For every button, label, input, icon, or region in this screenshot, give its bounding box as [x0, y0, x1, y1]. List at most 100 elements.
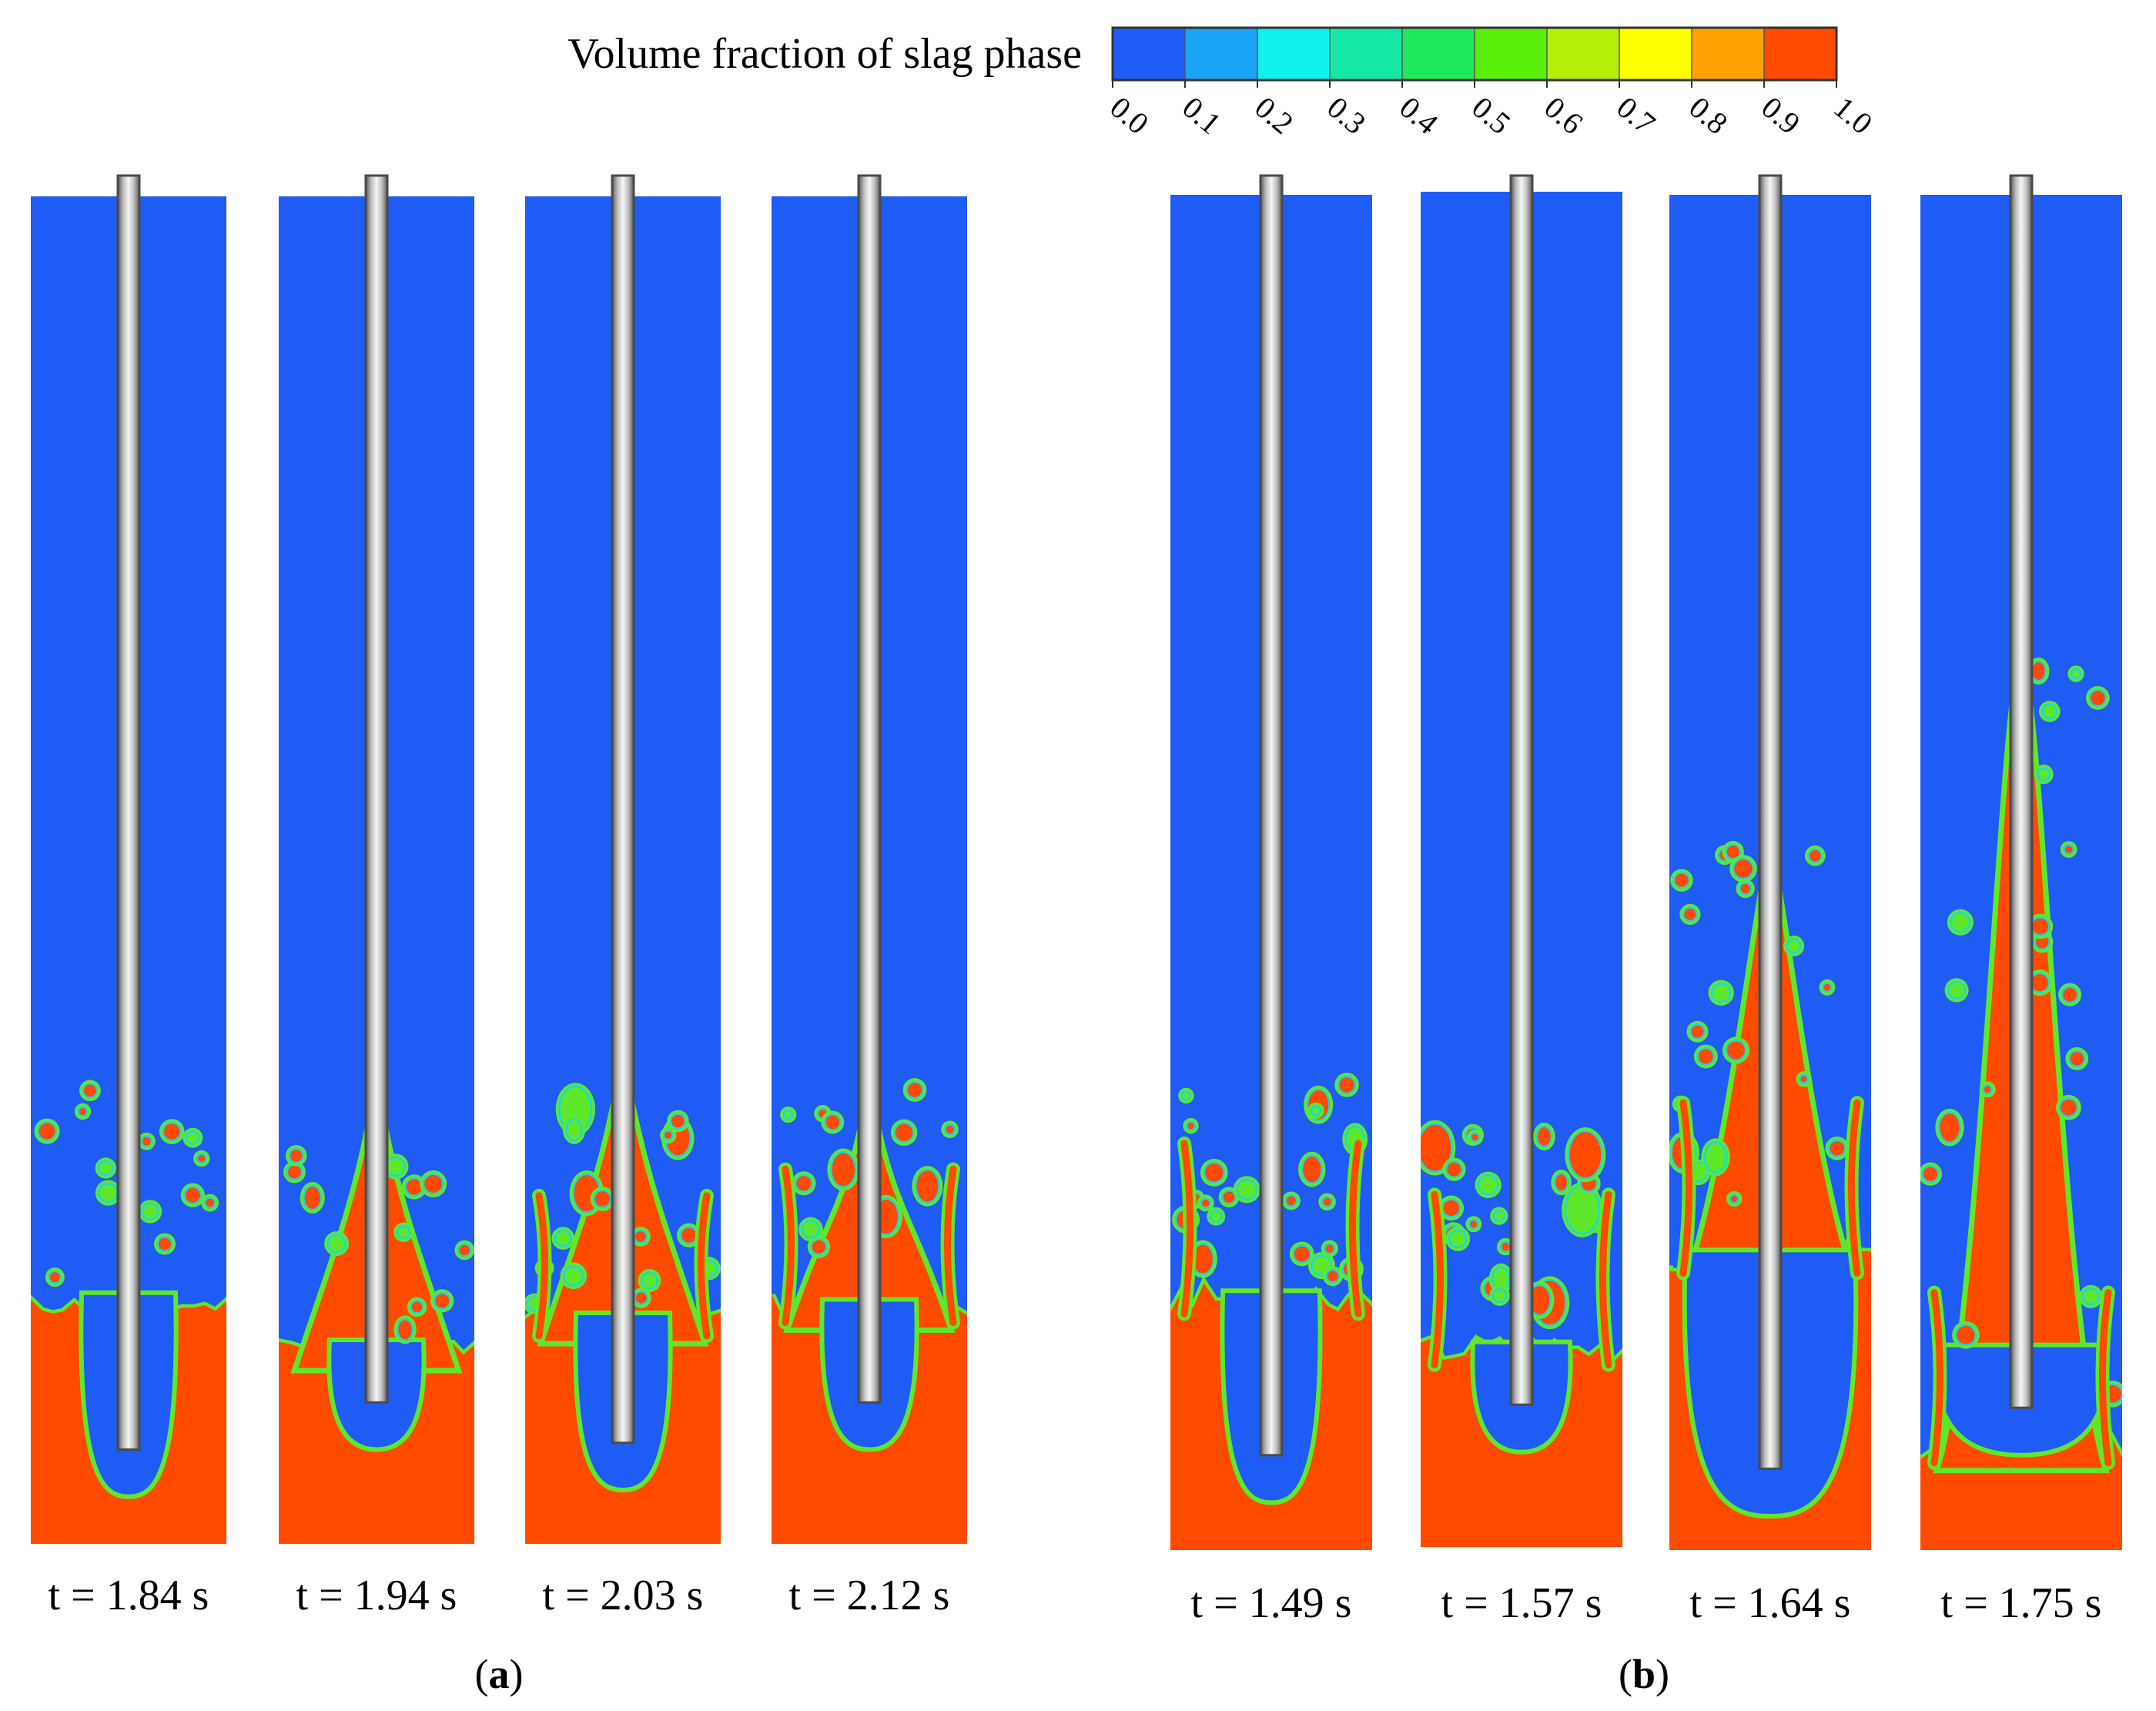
group-caption: (b): [1619, 1651, 1669, 1697]
colorbar-swatch: [1547, 28, 1619, 80]
slag-droplet: [99, 1162, 112, 1174]
slag-droplet: [1957, 1325, 1975, 1344]
slag-droplet: [1325, 1244, 1334, 1253]
slag-droplet: [1923, 1167, 1938, 1181]
slag-droplet: [185, 1187, 201, 1203]
slag-droplet: [803, 1221, 819, 1237]
slag-droplet: [1204, 1163, 1224, 1182]
injection-lance: [1259, 174, 1284, 1457]
slag-droplet: [1809, 849, 1821, 862]
slag-droplet: [304, 1186, 320, 1209]
slag-droplet: [832, 1153, 855, 1187]
wall-splash: [535, 1192, 548, 1340]
simulation-panel: t = 1.75 s: [1920, 174, 2122, 1627]
slag-droplet: [635, 1292, 647, 1304]
wall-splash: [2099, 1289, 2112, 1467]
slag-droplet: [387, 1158, 404, 1175]
colorbar-title: Volume fraction of slag phase: [567, 30, 1082, 78]
slag-droplet: [1555, 1174, 1567, 1191]
slag-droplet: [287, 1165, 301, 1179]
colorbar-tick-label: 0.3: [1321, 89, 1372, 141]
slag-droplet: [564, 1267, 583, 1285]
slag-droplet: [329, 1236, 345, 1252]
slag-droplet: [1211, 1211, 1221, 1221]
injection-lance: [1758, 174, 1783, 1470]
wall-splash: [1930, 1289, 1943, 1467]
simulation-panel: t = 2.03 s: [525, 174, 721, 1619]
slag-droplet: [198, 1154, 206, 1163]
slag-droplet: [2032, 661, 2045, 680]
slag-droplet: [84, 1084, 96, 1097]
slag-droplet: [812, 1240, 826, 1254]
slag-droplet: [2044, 705, 2056, 718]
colorbar-swatch: [1113, 28, 1185, 80]
slag-droplet: [681, 1227, 697, 1243]
slag-droplet: [642, 1274, 657, 1287]
wall-splash: [1349, 1140, 1362, 1318]
slag-droplet: [1312, 1107, 1320, 1115]
slag-droplet: [1294, 1246, 1310, 1262]
colorbar-tick-label: 0.4: [1393, 89, 1445, 141]
colorbar-swatch: [1185, 28, 1257, 80]
colorbar-swatch: [1692, 28, 1764, 80]
slag-droplet: [1684, 908, 1696, 921]
slag-droplet: [49, 1272, 60, 1283]
slag-droplet: [1731, 1195, 1738, 1203]
slag-droplet: [406, 1179, 422, 1195]
simulation-panel: t = 2.12 s: [772, 174, 967, 1619]
slag-droplet: [907, 1083, 922, 1097]
slag-droplet: [1237, 1180, 1256, 1199]
slag-droplet: [2032, 918, 2049, 935]
slag-droplet: [1339, 1077, 1354, 1093]
slag-droplet: [1740, 883, 1750, 894]
colorbar-tick-label: 0.6: [1538, 89, 1589, 141]
group-caption: (a): [475, 1651, 524, 1697]
slag-droplet: [1940, 1113, 1960, 1142]
simulation-panel: t = 1.64 s: [1669, 174, 1871, 1627]
slag-droplet: [459, 1244, 470, 1256]
slag-droplet: [1951, 913, 1969, 931]
slag-droplet: [1830, 1140, 1845, 1156]
colorbar-tick-label: 0.8: [1682, 89, 1734, 141]
slag-droplet: [2084, 1289, 2098, 1304]
slag-droplet: [158, 1237, 172, 1251]
injection-lance: [364, 174, 389, 1404]
time-label: t = 2.12 s: [789, 1572, 950, 1619]
slag-droplet: [2091, 691, 2105, 705]
slag-droplet: [1706, 1143, 1726, 1172]
simulation-panel: t = 1.49 s: [1170, 174, 1372, 1627]
group-caption-letter: a: [489, 1651, 510, 1697]
slag-droplet: [594, 1191, 611, 1207]
time-label: t = 1.49 s: [1191, 1579, 1352, 1627]
time-label: t = 1.84 s: [49, 1572, 209, 1619]
slag-droplet: [1495, 1211, 1504, 1220]
slag-droplet: [635, 1231, 646, 1242]
slag-droplet: [567, 1120, 581, 1140]
slag-droplet: [1698, 1049, 1713, 1064]
colorbar-tick-label: 1.0: [1827, 89, 1879, 141]
simulation-panel: t = 1.94 s: [279, 174, 474, 1619]
slag-droplet: [435, 1294, 450, 1308]
slag-droplet: [1471, 1133, 1478, 1141]
slag-droplet: [2072, 670, 2080, 678]
slag-droplet: [2070, 1052, 2084, 1066]
slag-droplet: [1949, 983, 1964, 998]
slag-droplet: [1788, 940, 1800, 953]
slag-droplet: [206, 1198, 215, 1207]
slag-droplet: [99, 1184, 117, 1201]
slag-droplet: [1323, 1197, 1331, 1207]
slag-droplet: [142, 1137, 151, 1146]
slag-droplet: [2064, 845, 2073, 854]
slag-droplet: [1538, 1127, 1551, 1146]
slag-droplet: [1727, 1041, 1746, 1060]
injection-lance: [857, 174, 882, 1404]
slag-droplet: [1447, 1162, 1461, 1177]
group-caption-letter: b: [1632, 1651, 1656, 1697]
colorbar-tick-label: 0.5: [1465, 89, 1517, 141]
time-label: t = 1.94 s: [296, 1572, 457, 1619]
slag-droplet: [1443, 1200, 1460, 1217]
slag-droplet: [79, 1107, 87, 1116]
slag-droplet: [411, 1301, 423, 1313]
slag-droplet: [1726, 845, 1739, 859]
